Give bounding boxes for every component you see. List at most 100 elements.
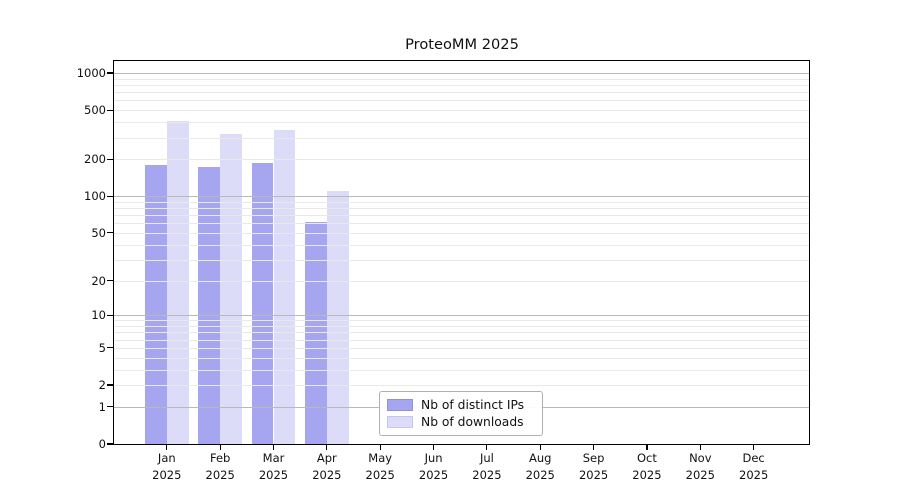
x-axis-tick-mar [272,444,275,450]
x-tick-year: 2025 [472,468,502,482]
bar-downloads-apr [326,191,349,444]
gridline-minor-9 [114,320,810,322]
x-axis-tick-dec [753,444,755,450]
x-tick-month: Jun [424,451,443,465]
gridline-minor-60 [114,223,810,225]
y-axis-tick-label-0: 0 [98,437,106,451]
x-tick-month: May [368,451,393,465]
x-axis-tick-label-jul: Jul 2025 [455,450,519,484]
y-axis-tick-1 [107,406,114,408]
x-tick-year: 2025 [632,468,662,482]
x-tick-month: Jan [157,451,176,465]
x-axis-tick-sep [593,444,595,450]
bar-distinct-ips-jan [145,164,167,444]
x-axis-tick-label-jan: Jan 2025 [135,450,199,484]
y-axis-tick-1000 [107,72,114,74]
y-axis-tick-label-1: 1 [98,399,106,414]
x-tick-year: 2025 [205,468,235,482]
x-tick-month: Feb [209,451,231,465]
gridline-minor-200 [114,159,810,161]
gridline-minor-7 [114,332,810,334]
gridline-minor-600 [114,100,810,102]
y-axis-tick-5 [107,347,114,349]
gridline-minor-4 [114,357,810,359]
y-axis-tick-10 [107,314,114,316]
x-tick-month: Apr [316,451,337,465]
y-axis-tick-label-20: 20 [91,273,106,288]
bar-distinct-ips-feb [198,167,221,444]
gridline-minor-900 [114,78,810,80]
gridline-minor-80 [114,208,810,210]
x-axis-tick-aug [539,444,541,450]
gridline-minor-300 [114,137,810,139]
gridline-minor-5 [114,347,810,349]
x-axis-tick-label-jun: Jun 2025 [402,450,466,484]
bar-downloads-feb [220,134,242,444]
x-tick-year: 2025 [685,468,715,482]
gridline-major-1000 [114,73,810,74]
y-axis-tick-500 [107,109,114,111]
y-axis-tick-2 [107,384,114,386]
gridline-minor-2 [114,385,810,386]
gridline-major-10 [114,315,810,317]
x-axis-tick-may [379,444,381,450]
legend-item-downloads: Nb of downloads [380,415,542,429]
x-tick-month: Aug [529,451,552,465]
y-axis-tick-label-200: 200 [84,152,106,167]
y-axis-tick-200 [107,158,114,160]
legend-swatch-downloads [387,416,413,428]
x-axis-tick-label-aug: Aug 2025 [508,450,572,484]
bar-downloads-jan [166,120,189,444]
x-tick-year: 2025 [152,468,182,482]
gridline-major-100 [114,196,810,198]
x-axis-tick-label-apr: Apr 2025 [295,450,359,484]
gridline-minor-700 [114,92,810,94]
legend: Nb of distinct IPs Nb of downloads [379,391,543,436]
x-axis-tick-label-oct: Oct 2025 [615,450,679,484]
legend-label-distinct-ips: Nb of distinct IPs [421,398,525,412]
x-tick-year: 2025 [739,468,769,482]
x-axis-tick-jun [432,444,435,450]
y-axis-tick-label-2: 2 [98,378,106,392]
x-tick-month: Mar [262,451,285,465]
y-axis-tick-label-1000: 1000 [76,66,106,80]
gridline-minor-6 [114,339,810,341]
chart-title: ProteoMM 2025 [405,36,519,53]
gridline-minor-400 [114,122,810,124]
y-axis-tick-20 [107,279,114,282]
y-axis-tick-label-100: 100 [84,189,106,204]
x-axis-tick-oct [646,444,648,450]
x-tick-month: Nov [689,451,712,465]
bar-downloads-mar [273,130,296,444]
x-tick-month: Jul [479,451,494,465]
gridline-minor-50 [114,232,810,234]
y-axis-tick-50 [107,232,114,234]
legend-label-downloads: Nb of downloads [421,415,524,429]
x-tick-year: 2025 [258,468,289,482]
x-tick-month: Sep [582,451,605,465]
bar-distinct-ips-mar [251,163,274,444]
x-axis-tick-label-feb: Feb 2025 [188,450,252,484]
x-axis-tick-label-sep: Sep 2025 [562,450,626,484]
x-tick-year: 2025 [525,468,555,482]
x-axis-tick-apr [326,444,328,450]
x-tick-year: 2025 [365,468,395,482]
legend-item-distinct-ips: Nb of distinct IPs [380,398,542,412]
x-axis-tick-jul [486,444,488,450]
gridline-minor-90 [114,201,810,203]
y-axis-tick-label-5: 5 [98,340,106,355]
gridline-minor-30 [114,259,810,261]
x-axis-tick-label-dec: Dec 2025 [722,450,786,484]
x-tick-year: 2025 [418,468,449,482]
gridline-minor-800 [114,84,810,86]
gridline-minor-3 [114,369,810,371]
x-axis-tick-feb [219,444,221,450]
x-axis-tick-label-mar: Mar 2025 [242,450,306,484]
y-axis-tick-0 [107,443,114,445]
gridline-minor-20 [114,280,810,282]
legend-swatch-distinct-ips [387,399,413,411]
y-axis-tick-label-10: 10 [91,308,106,323]
x-tick-month: Oct [636,451,657,465]
y-axis-tick-label-50: 50 [91,225,106,240]
